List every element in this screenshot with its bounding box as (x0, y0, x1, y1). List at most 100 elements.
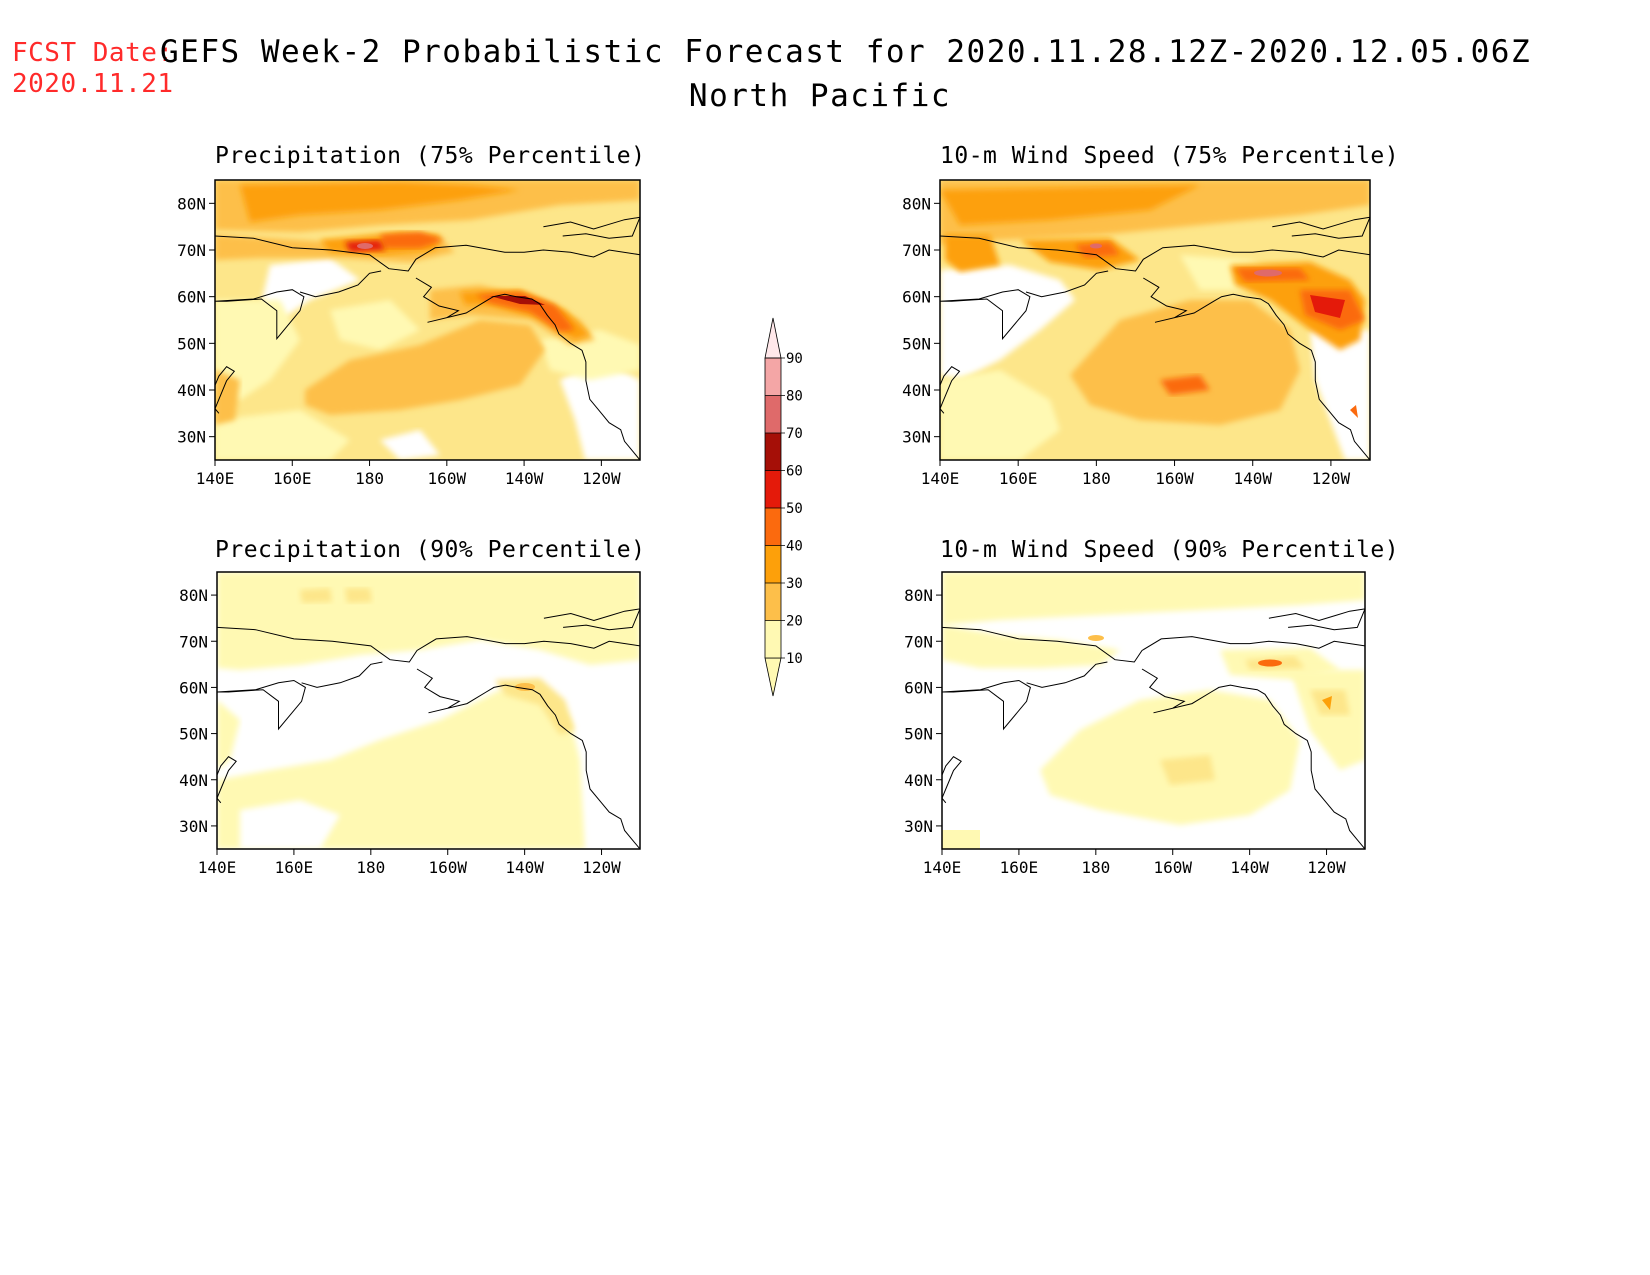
colorbar-label: 10 (786, 651, 803, 667)
coastline-path (415, 277, 640, 460)
lon-tick-label: 160W (1153, 858, 1192, 877)
lon-tick-label: 140W (505, 858, 544, 877)
coastline-path (299, 270, 382, 298)
figure-subtitle: North Pacific (688, 78, 952, 114)
lon-tick-label: 160E (1000, 858, 1039, 877)
colorbar-segment (765, 545, 781, 583)
coastline-precip-90 (217, 608, 640, 849)
lon-tick-label: 160E (999, 469, 1038, 488)
panel-title-wind-90: 10-m Wind Speed (90% Percentile) (940, 537, 1400, 563)
lon-tick-label: 140W (1230, 858, 1269, 877)
colorbar: 10 20 30 40 50 60 70 80 90 (764, 317, 803, 697)
lat-tick-label: 40N (904, 771, 933, 790)
lon-tick-label: 160W (428, 469, 467, 488)
map-panel-precip-75 (215, 180, 640, 460)
coastline-path (942, 679, 1031, 731)
lat-tick-label: 40N (179, 771, 208, 790)
contour-fill-wind-75 (940, 180, 1370, 460)
lon-tick-label: 120W (1312, 469, 1351, 488)
coastline-path (1026, 661, 1108, 688)
colorbar-segment (765, 395, 781, 433)
lat-tick-label: 50N (179, 725, 208, 744)
lat-tick-label: 30N (177, 428, 206, 447)
coastline-path (416, 668, 640, 849)
colorbar-top-arrow (764, 317, 782, 359)
colorbar-label: 50 (786, 501, 803, 517)
lon-tick-label: 140E (198, 858, 237, 877)
colorbar-label: 70 (786, 426, 803, 442)
lon-tick-label: 160W (1155, 469, 1194, 488)
colorbar-segment (765, 358, 781, 396)
colorbar-segment (765, 470, 781, 508)
colorbar-segment (765, 583, 781, 621)
coastline-path (940, 289, 1031, 341)
lon-tick-label: 180 (356, 858, 385, 877)
colorbar-label: 80 (786, 389, 803, 405)
lat-tick-label: 60N (904, 678, 933, 697)
coastline-path (940, 235, 1370, 272)
coastline-path (215, 289, 305, 341)
coastline-path (1272, 216, 1370, 239)
lat-tick-label: 40N (902, 381, 931, 400)
contour-fill-precip-75 (215, 180, 640, 460)
lat-tick-label: 80N (902, 194, 931, 213)
coastline-path (1268, 608, 1365, 631)
lat-tick-label: 30N (179, 817, 208, 836)
lon-tick-label: 180 (1082, 469, 1111, 488)
panel-title-precip-75: Precipitation (75% Percentile) (215, 143, 646, 169)
lat-tick-label: 80N (177, 194, 206, 213)
contour-fill-wind-90 (942, 572, 1365, 849)
lon-tick-label: 140W (505, 469, 544, 488)
coastline-path (942, 626, 1365, 663)
map-frames: 80N 70N 60N 50N 40N 30N 140E 160E 180 160W 140W 120… (177, 179, 1371, 877)
lat-tick-label: 60N (179, 678, 208, 697)
coastline-wind-75 (940, 216, 1370, 460)
panel-title-precip-90: Precipitation (90% Percentile) (215, 537, 646, 563)
coastline-path (217, 679, 306, 731)
map-frame-precip-90 (216, 571, 641, 850)
lat-tick-label: 60N (902, 288, 931, 307)
coastlines (215, 216, 1370, 849)
lon-tick-label: 120W (582, 858, 621, 877)
map-panel-wind-75 (940, 180, 1370, 460)
lon-tick-label: 140E (923, 858, 962, 877)
lat-tick-label: 80N (904, 586, 933, 605)
colorbar-label: 60 (786, 464, 803, 480)
lat-tick-label: 70N (902, 241, 931, 260)
lon-tick-label: 160E (273, 469, 312, 488)
lon-tick-label: 180 (355, 469, 384, 488)
coastline-path (217, 626, 640, 663)
colorbar-label: 30 (786, 576, 803, 592)
lat-tick-label: 60N (177, 288, 206, 307)
lon-tick-label: 180 (1081, 858, 1110, 877)
lon-tick-label: 140E (196, 469, 235, 488)
colorbar-segment (765, 620, 781, 658)
lat-tick-label: 70N (177, 241, 206, 260)
lat-tick-label: 30N (902, 428, 931, 447)
panel-title-wind-75: 10-m Wind Speed (75% Percentile) (940, 143, 1400, 169)
lat-tick-label: 50N (177, 334, 206, 353)
lon-tick-label: 140E (921, 469, 960, 488)
map-panel-precip-90 (217, 572, 640, 849)
coastline-path (543, 608, 640, 631)
colorbar-label: 90 (786, 351, 803, 367)
lat-tick-label: 50N (902, 334, 931, 353)
coastline-path (543, 216, 640, 239)
colorbar-label: 40 (786, 539, 803, 555)
colorbar-bottom-arrow (764, 657, 782, 697)
lon-tick-label: 140W (1233, 469, 1272, 488)
lon-tick-label: 120W (1307, 858, 1346, 877)
fcst-date-caption: FCST Date: (12, 38, 174, 68)
coastline-wind-90 (942, 608, 1365, 849)
map-panel-wind-90 (942, 572, 1365, 849)
coastline-precip-75 (215, 216, 640, 460)
lat-tick-label: 40N (177, 381, 206, 400)
forecast-date-label: FCST Date: 2020.11.21 (12, 38, 174, 100)
lat-tick-label: 70N (179, 632, 208, 651)
coastline-path (1025, 270, 1109, 298)
map-frame-precip-75 (214, 179, 641, 461)
lon-tick-label: 160W (428, 858, 467, 877)
coastline-path (1143, 277, 1370, 460)
lat-tick-label: 50N (904, 725, 933, 744)
